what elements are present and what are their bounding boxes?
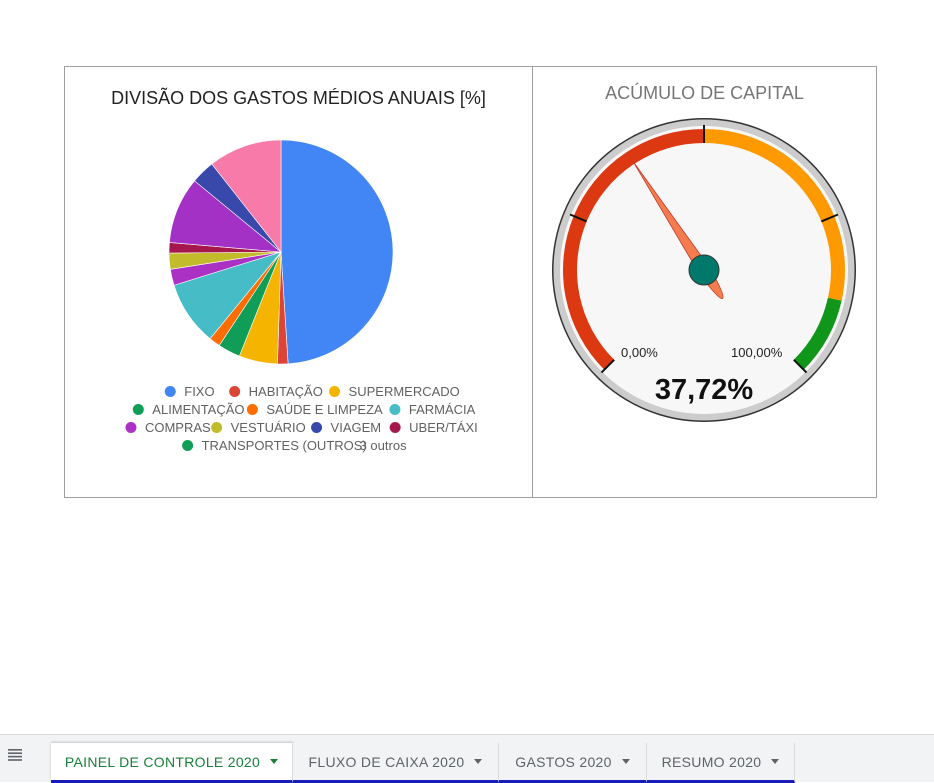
gauge-major-tick [793, 359, 808, 374]
tab-label: PAINEL DE CONTROLE 2020 [64, 753, 261, 770]
gauge-value-label: 37,72% [655, 374, 754, 406]
legend-label: VIAGEM [331, 420, 382, 435]
legend-dot [389, 404, 401, 415]
tab-label: GASTOS 2020 [515, 753, 612, 770]
legend-dot [329, 386, 341, 397]
gauge-body [552, 118, 856, 422]
caret-down-icon[interactable] [621, 759, 630, 764]
caret-down-icon[interactable] [474, 759, 483, 764]
pie-slice-fixo-0[interactable] [280, 139, 394, 365]
gauge-major-tick [569, 213, 588, 223]
legend-item-vestuario[interactable]: VESTUÁRIO [211, 420, 306, 435]
legend-dot [125, 422, 137, 433]
pie-chart-panel[interactable]: DIVISÃO DOS GASTOS MÉDIOS ANUAIS [%] FIX… [64, 66, 533, 498]
caret-down-icon[interactable] [270, 759, 279, 764]
legend-item-farmacia[interactable]: FARMÁCIA [389, 402, 476, 417]
pie-slice-3-outros-11[interactable] [211, 139, 282, 253]
tab-resumo-2020[interactable]: RESUMO 2020 [647, 743, 795, 783]
legend-label: SAÚDE E LIMPEZA [266, 402, 383, 417]
legend-item-fixo[interactable]: FIXO [164, 384, 215, 399]
gauge-svg: 0,00% 100,00% 37,72% [552, 118, 856, 422]
gauge-major-tick [820, 213, 839, 223]
legend-label: TRANSPORTES (OUTROS) [202, 438, 367, 453]
pie-legend: FIXO HABITAÇÃO SUPERMERCADO ALIMENTAÇÃO SAÚD… [125, 384, 478, 453]
legend-item-alimentacao[interactable]: ALIMENTAÇÃO [132, 402, 245, 417]
sheet-tab-bar: PAINEL DE CONTROLE 2020 FLUXO DE CAIXA 2… [0, 734, 934, 783]
legend-more-label[interactable]: 3 outros [360, 438, 407, 453]
legend-dot [211, 422, 223, 433]
legend-dot [389, 422, 401, 433]
all-sheets-button[interactable] [8, 749, 32, 773]
gauge-chart-panel[interactable]: ACÚMULO DE CAPITAL 0,00% 100,00% 37,72% [532, 66, 877, 498]
legend-dot [246, 404, 258, 415]
legend-label: UBER/TÁXI [409, 420, 478, 435]
legend-item-transportes-outros[interactable]: TRANSPORTES (OUTROS) [182, 438, 367, 453]
gauge-min-label: 0,00% [621, 345, 658, 360]
gauge-band-2 [793, 297, 842, 370]
tab-fluxo-de-caixa-2020[interactable]: FLUXO DE CAIXA 2020 [293, 743, 499, 783]
legend-dot [182, 440, 194, 451]
legend-dot [311, 422, 323, 433]
tab-painel-de-controle-2020[interactable]: PAINEL DE CONTROLE 2020 [51, 743, 293, 783]
tab-label: FLUXO DE CAIXA 2020 [308, 753, 465, 770]
legend-label: FARMÁCIA [409, 402, 476, 417]
legend-item-viagem[interactable]: VIAGEM [311, 420, 381, 435]
pie-chart-title: DIVISÃO DOS GASTOS MÉDIOS ANUAIS [%] [111, 88, 486, 108]
legend-label: VESTUÁRIO [231, 420, 306, 435]
legend-label: SUPERMERCADO [349, 384, 460, 399]
gauge-chart-title: ACÚMULO DE CAPITAL [605, 83, 804, 103]
legend-dot [229, 386, 241, 397]
legend-dot [164, 386, 176, 397]
gauge-hub [688, 254, 720, 286]
spreadsheet-grid: DIVISÃO DOS GASTOS MÉDIOS ANUAIS [%] FIX… [64, 66, 877, 498]
legend-label: HABITAÇÃO [249, 384, 323, 399]
tab-label: RESUMO 2020 [661, 753, 762, 770]
gauge-band-1 [703, 129, 845, 301]
legend-item-habitacao[interactable]: HABITAÇÃO [229, 384, 323, 399]
gauge-max-label: 100,00% [731, 345, 783, 360]
legend-item-uber-taxi[interactable]: UBER/TÁXI [389, 420, 478, 435]
legend-item-compras[interactable]: COMPRAS [125, 420, 211, 435]
list-icon [8, 749, 22, 761]
tab-gastos-2020[interactable]: GASTOS 2020 [499, 743, 647, 783]
legend-label: COMPRAS [145, 420, 211, 435]
pie-chart-svg: FIXO HABITAÇÃO SUPERMERCADO ALIMENTAÇÃO SAÚD… [125, 139, 478, 453]
gauge-major-tick [600, 359, 615, 374]
legend-label: ALIMENTAÇÃO [152, 402, 244, 417]
legend-item-supermercado[interactable]: SUPERMERCADO [329, 384, 460, 399]
legend-item-saude-e-limpeza[interactable]: SAÚDE E LIMPEZA [246, 402, 383, 417]
legend-dot [132, 404, 144, 415]
pie-slices [168, 139, 394, 365]
caret-down-icon[interactable] [771, 759, 780, 764]
legend-label: FIXO [184, 384, 214, 399]
